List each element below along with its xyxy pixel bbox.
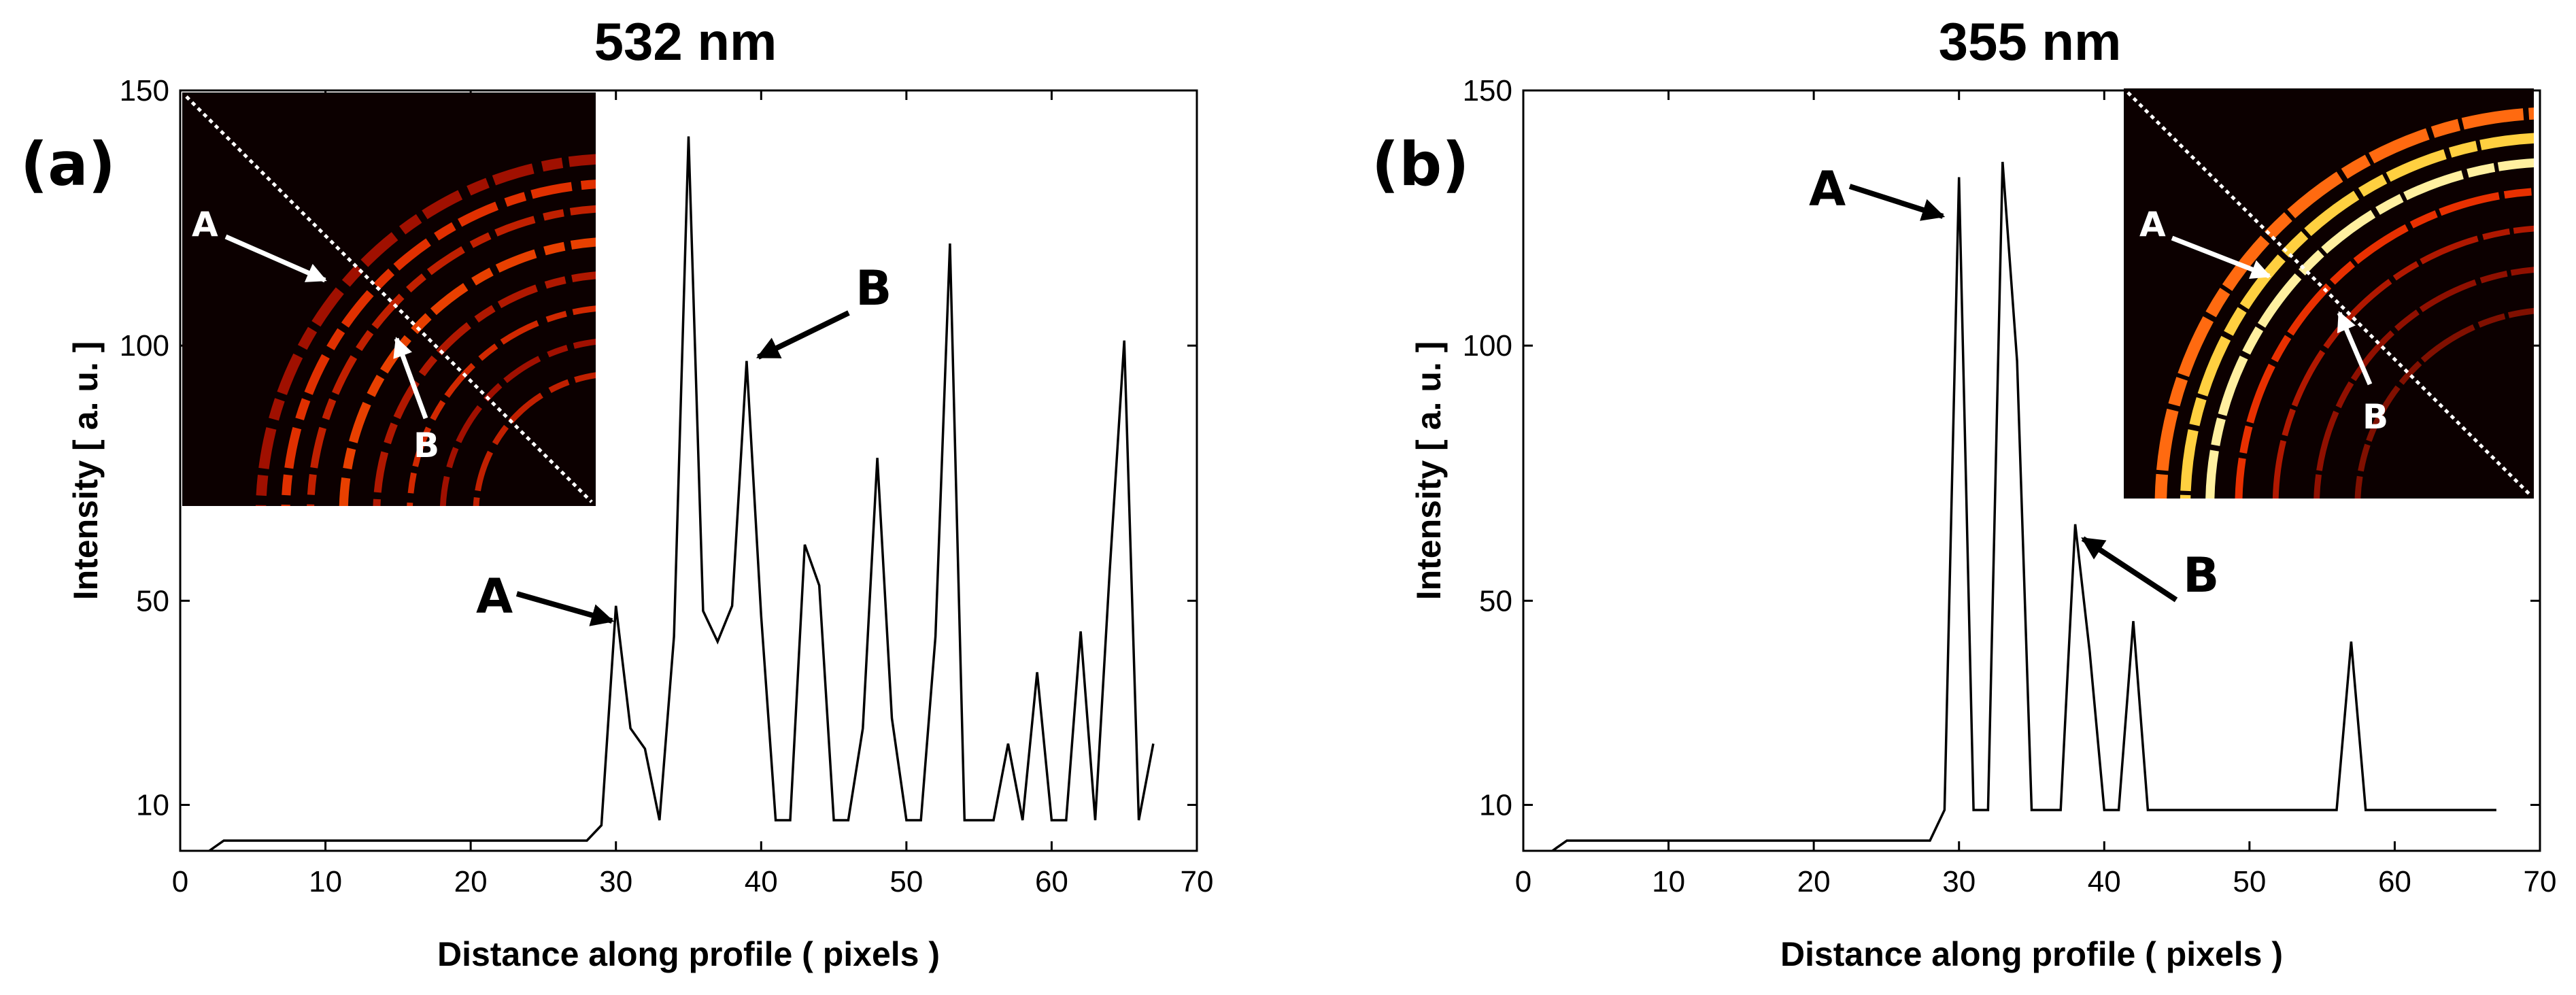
x-tick-label: 0 — [1515, 865, 1531, 898]
series-line — [1551, 161, 2496, 852]
y-tick-label: 50 — [136, 584, 169, 618]
inset-label-b: B — [2362, 397, 2388, 437]
x-tick-label: 10 — [309, 865, 342, 898]
y-tick-label: 150 — [120, 74, 169, 107]
x-tick-label: 40 — [2088, 865, 2121, 898]
inset-label-a: A — [192, 205, 218, 244]
x-tick-label: 20 — [454, 865, 488, 898]
y-tick-label: 150 — [1463, 74, 1512, 107]
inset-arrow — [224, 234, 327, 283]
x-tick-label: 70 — [1181, 865, 1214, 898]
y-tick-label: 10 — [1479, 788, 1512, 822]
x-tick-label: 40 — [745, 865, 778, 898]
inset-label-b: B — [413, 426, 439, 465]
x-tick-label: 60 — [2378, 865, 2411, 898]
x-tick-label: 30 — [1942, 865, 1976, 898]
annotation-arrow-a — [1848, 184, 1946, 221]
inset-label-a: A — [2139, 205, 2166, 244]
profile-line — [185, 95, 593, 503]
x-tick-label: 10 — [1652, 865, 1685, 898]
x-tick-label: 60 — [1035, 865, 1068, 898]
inset-arrow — [2337, 311, 2373, 386]
axes-frame — [179, 89, 1198, 852]
chart-panel-b: 0 10 20 30 40 50 60 70 10 50 100 150 355 nm Distance … — [1372, 12, 2557, 973]
y-axis-label: Intensity [ a. u. ] — [1410, 341, 1448, 601]
annotation-label-b: B — [2183, 547, 2219, 603]
y-tick-label: 50 — [1479, 584, 1512, 618]
inset-heatmap-image — [2124, 88, 2534, 499]
x-tick-label: 50 — [889, 865, 923, 898]
x-tick-label: 70 — [2524, 865, 2557, 898]
annotation-label-a: A — [476, 569, 513, 624]
inset-ring — [281, 180, 596, 506]
annotation-arrow-b — [756, 310, 850, 360]
panel-label: (b) — [1372, 129, 1469, 199]
y-axis-label: Intensity [ a. u. ] — [67, 341, 105, 601]
annotation-label-a: A — [1809, 161, 1846, 217]
inset-ring — [407, 305, 596, 506]
x-tick-label: 30 — [599, 865, 632, 898]
inset-ring — [307, 205, 596, 506]
annotation-label-b: B — [855, 260, 892, 316]
chart-title: 355 nm — [1939, 12, 2122, 71]
inset-arrow — [393, 337, 428, 420]
profile-line — [2126, 91, 2531, 496]
y-tick-label: 100 — [1463, 329, 1512, 362]
x-axis-label: Distance along profile ( pixels ) — [1780, 935, 2283, 973]
annotation-arrow-a — [515, 591, 615, 626]
annotation-arrow-b — [2081, 536, 2178, 603]
chart-panel-a: 0 10 20 30 40 50 60 70 10 50 100 150 532 nm Distance … — [20, 12, 1213, 973]
x-tick-label: 50 — [2233, 865, 2266, 898]
y-tick-label: 100 — [120, 329, 169, 362]
axes-frame — [1522, 89, 2541, 852]
inset-arrow — [2171, 235, 2271, 280]
inset-heatmap-image — [182, 92, 596, 506]
inset-ring — [339, 237, 596, 506]
chart-title: 532 nm — [594, 12, 777, 71]
x-tick-label: 20 — [1797, 865, 1831, 898]
x-axis-label: Distance along profile ( pixels ) — [437, 935, 940, 973]
x-tick-label: 0 — [172, 865, 188, 898]
y-tick-label: 10 — [136, 788, 169, 822]
panel-label: (a) — [20, 129, 116, 199]
series-line — [208, 136, 1155, 852]
